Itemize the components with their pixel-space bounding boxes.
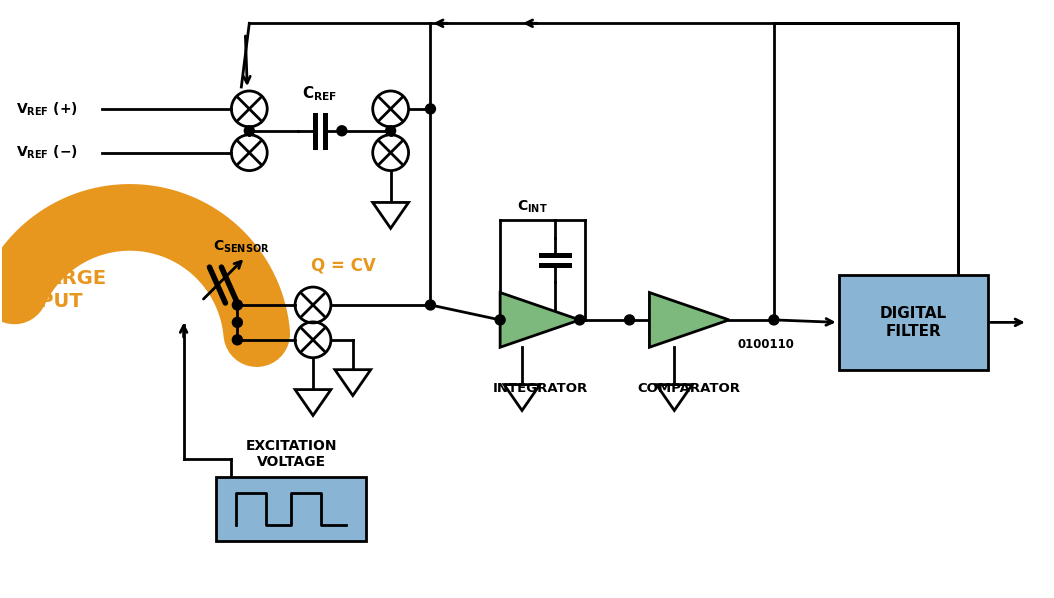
Circle shape bbox=[426, 104, 435, 114]
Circle shape bbox=[495, 315, 505, 325]
Polygon shape bbox=[295, 389, 331, 416]
Polygon shape bbox=[649, 292, 729, 347]
Text: INTEGRATOR: INTEGRATOR bbox=[492, 382, 587, 395]
Circle shape bbox=[337, 126, 347, 136]
Text: EXCITATION
VOLTAGE: EXCITATION VOLTAGE bbox=[246, 438, 337, 469]
Circle shape bbox=[245, 126, 254, 136]
Text: DIGITAL
FILTER: DIGITAL FILTER bbox=[880, 306, 946, 338]
Polygon shape bbox=[501, 292, 580, 347]
Circle shape bbox=[232, 300, 242, 310]
Text: CHARGE
INPUT: CHARGE INPUT bbox=[17, 269, 106, 312]
Text: $\mathbf{C_{REF}}$: $\mathbf{C_{REF}}$ bbox=[302, 84, 337, 103]
Circle shape bbox=[768, 315, 779, 325]
FancyBboxPatch shape bbox=[839, 275, 988, 370]
FancyBboxPatch shape bbox=[216, 477, 366, 541]
Text: $\mathbf{V_{REF}}$ (+): $\mathbf{V_{REF}}$ (+) bbox=[17, 100, 78, 118]
Circle shape bbox=[386, 126, 395, 136]
Polygon shape bbox=[335, 370, 371, 395]
Circle shape bbox=[574, 315, 585, 325]
Circle shape bbox=[232, 335, 242, 345]
Text: Q = CV: Q = CV bbox=[311, 256, 376, 274]
Polygon shape bbox=[504, 385, 540, 410]
Polygon shape bbox=[373, 203, 409, 228]
Text: COMPARATOR: COMPARATOR bbox=[638, 382, 741, 395]
Polygon shape bbox=[657, 385, 692, 410]
Text: $\mathbf{V_{REF}}$ (−): $\mathbf{V_{REF}}$ (−) bbox=[17, 144, 78, 161]
Text: 0100110: 0100110 bbox=[737, 338, 794, 351]
Circle shape bbox=[232, 318, 242, 327]
Circle shape bbox=[625, 315, 635, 325]
Text: $\mathbf{C_{INT}}$: $\mathbf{C_{INT}}$ bbox=[518, 199, 548, 215]
Text: $\mathbf{C_{SENSOR}}$: $\mathbf{C_{SENSOR}}$ bbox=[214, 239, 270, 255]
Circle shape bbox=[426, 300, 435, 310]
